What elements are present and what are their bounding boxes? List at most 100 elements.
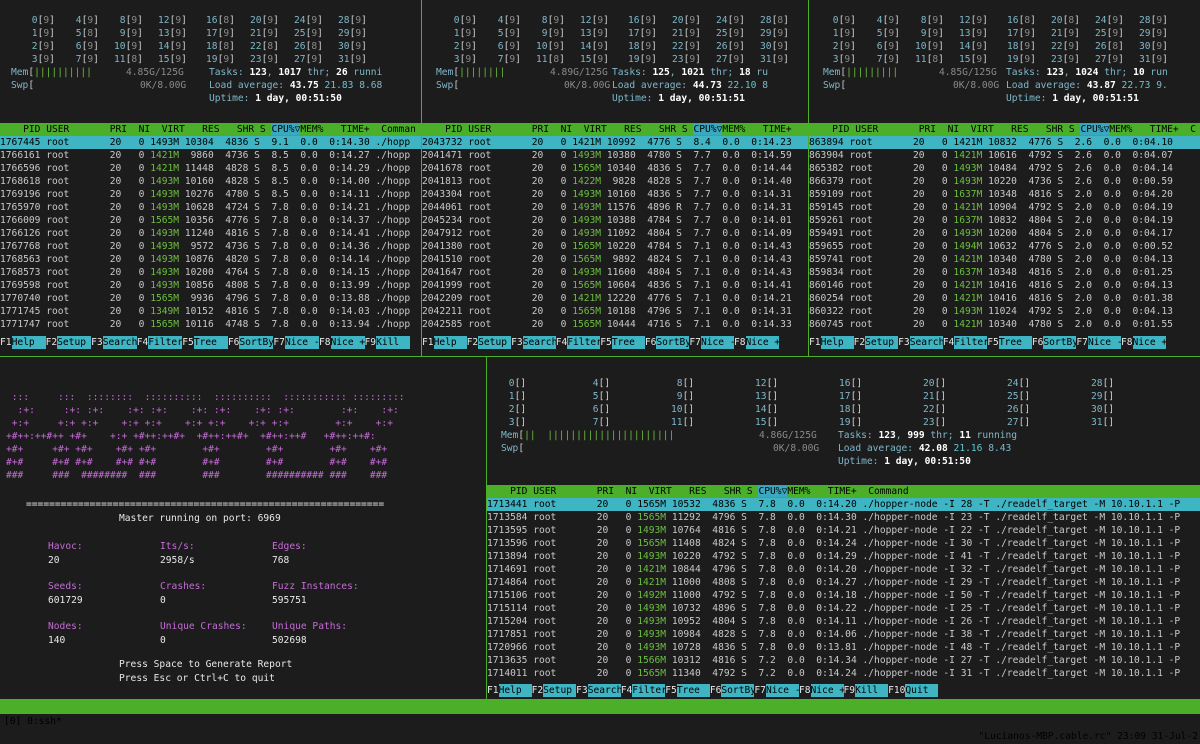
process-row[interactable]: 1766596 root 20 0 1421M 11448 4828 S 8.5…: [0, 162, 421, 175]
fkey-f4[interactable]: F4Filter: [943, 336, 989, 349]
process-row[interactable]: 2041510 root 20 0 1565M 9892 4824 S 7.1 …: [422, 253, 808, 266]
process-row[interactable]: 859741 root 20 0 1421M 10340 4780 S 2.0 …: [809, 253, 1200, 266]
process-row[interactable]: 1713596 root 20 0 1565M 11408 4824 S 7.8…: [487, 537, 1200, 550]
fkey-f4[interactable]: F4Filter: [137, 336, 183, 349]
process-row[interactable]: 1767768 root 20 0 1493M 9572 4736 S 7.8 …: [0, 240, 421, 253]
process-row[interactable]: 1766161 root 20 0 1421M 9860 4736 S 8.5 …: [0, 149, 421, 162]
process-row[interactable]: 1765970 root 20 0 1493M 10628 4724 S 7.8…: [0, 201, 421, 214]
tmux-window-list[interactable]: [0] 0:ssh*: [4, 716, 62, 727]
fkey-f3[interactable]: F3Search: [91, 336, 137, 349]
process-table-header[interactable]: PID USER PRI NI VIRT RES SHR S CPU%▽MEM%…: [422, 123, 808, 136]
process-row[interactable]: 1766126 root 20 0 1493M 11240 4816 S 7.8…: [0, 227, 421, 240]
fkey-f8[interactable]: F8Nice +: [799, 684, 845, 697]
process-table-header[interactable]: PID USER PRI NI VIRT RES SHR S CPU%▽MEM%…: [809, 123, 1200, 136]
process-row[interactable]: 2041678 root 20 0 1565M 10340 4836 S 7.7…: [422, 162, 808, 175]
process-row[interactable]: 2041380 root 20 0 1565M 10220 4784 S 7.1…: [422, 240, 808, 253]
process-row[interactable]: 863904 root 20 0 1421M 10616 4792 S 2.6 …: [809, 149, 1200, 162]
process-row[interactable]: 859655 root 20 0 1494M 10632 4776 S 2.0 …: [809, 240, 1200, 253]
process-row[interactable]: 1713894 root 20 0 1493M 10220 4792 S 7.8…: [487, 550, 1200, 563]
process-row[interactable]: 860254 root 20 0 1421M 10416 4816 S 2.0 …: [809, 292, 1200, 305]
process-row[interactable]: 2044061 root 20 0 1493M 11576 4896 R 7.7…: [422, 201, 808, 214]
process-row[interactable]: 1713441 root 20 0 1565M 10532 4836 S 7.8…: [487, 498, 1200, 511]
fkey-f7[interactable]: F7Nice -: [1076, 336, 1123, 349]
fkey-f5[interactable]: F5Tree: [987, 336, 1032, 349]
fkey-f1[interactable]: F1Help: [487, 684, 532, 697]
fkey-f6[interactable]: F6SortBy: [1032, 336, 1078, 349]
process-row[interactable]: 859491 root 20 0 1493M 10200 4804 S 2.0 …: [809, 227, 1200, 240]
header-cpu-sorted[interactable]: CPU%▽: [271, 124, 301, 135]
fkey-f7[interactable]: F7Nice -: [754, 684, 801, 697]
process-row[interactable]: 2041471 root 20 0 1493M 10380 4780 S 7.7…: [422, 149, 808, 162]
fkey-f1[interactable]: F1Help: [809, 336, 854, 349]
process-row[interactable]: 860322 root 20 0 1493M 11024 4792 S 2.0 …: [809, 305, 1200, 318]
fkey-f2[interactable]: F2Setup: [854, 336, 899, 349]
fkey-f8[interactable]: F8Nice +: [1121, 336, 1167, 349]
process-table-header[interactable]: PID USER PRI NI VIRT RES SHR S CPU%▽MEM%…: [0, 123, 421, 136]
process-row[interactable]: 2042209 root 20 0 1421M 12220 4776 S 7.1…: [422, 292, 808, 305]
fkey-f4[interactable]: F4Filter: [556, 336, 602, 349]
process-row[interactable]: 1715204 root 20 0 1493M 10952 4804 S 7.8…: [487, 615, 1200, 628]
process-row[interactable]: 1770740 root 20 0 1565M 9936 4796 S 7.8 …: [0, 292, 421, 305]
fkey-f4[interactable]: F4Filter: [621, 684, 667, 697]
process-row[interactable]: 860745 root 20 0 1421M 10340 4780 S 2.0 …: [809, 318, 1200, 331]
process-row[interactable]: 863894 root 20 0 1421M 10832 4776 S 2.6 …: [809, 136, 1200, 149]
process-row[interactable]: 2042585 root 20 0 1565M 10444 4716 S 7.1…: [422, 318, 808, 331]
process-row[interactable]: 1714691 root 20 0 1421M 10844 4796 S 7.8…: [487, 563, 1200, 576]
fkey-f7[interactable]: F7Nice -: [689, 336, 736, 349]
fkey-f8[interactable]: F8Nice +: [734, 336, 780, 349]
process-row[interactable]: 1713584 root 20 0 1565M 11292 4796 S 7.8…: [487, 511, 1200, 524]
fkey-f3[interactable]: F3Search: [511, 336, 557, 349]
fkey-f6[interactable]: F6SortBy: [228, 336, 274, 349]
fkey-f1[interactable]: F1Help: [422, 336, 467, 349]
fkey-f5[interactable]: F5Tree: [665, 684, 710, 697]
process-row[interactable]: 860146 root 20 0 1421M 10416 4816 S 2.0 …: [809, 279, 1200, 292]
process-row[interactable]: 1714864 root 20 0 1421M 11000 4808 S 7.8…: [487, 576, 1200, 589]
fkey-f5[interactable]: F5Tree: [600, 336, 645, 349]
process-row[interactable]: 1715114 root 20 0 1493M 10732 4896 S 7.8…: [487, 602, 1200, 615]
process-row[interactable]: 859261 root 20 0 1637M 10832 4804 S 2.0 …: [809, 214, 1200, 227]
process-row[interactable]: 1715106 root 20 0 1492M 11000 4792 S 7.8…: [487, 589, 1200, 602]
process-row[interactable]: 2045234 root 20 0 1493M 10388 4784 S 7.7…: [422, 214, 808, 227]
fkey-f3[interactable]: F3Search: [898, 336, 944, 349]
fkey-f7[interactable]: F7Nice -: [273, 336, 320, 349]
htop-pane-3[interactable]: 0[9] 4[9] 8[9] 12[9] 16[8] 20[8] 24[9] 28[9] …: [809, 0, 1200, 356]
process-row[interactable]: 2047912 root 20 0 1493M 11092 4804 S 7.7…: [422, 227, 808, 240]
fkey-f2[interactable]: F2Setup: [467, 336, 512, 349]
htop-pane-4[interactable]: 0[] 4[] 8[] 12[] 16[] 20[] 24[] 28[] 1[] 5[] …: [487, 357, 1200, 699]
process-row[interactable]: 2041999 root 20 0 1565M 10604 4836 S 7.1…: [422, 279, 808, 292]
process-row[interactable]: 1768618 root 20 0 1493M 10160 4828 S 8.5…: [0, 175, 421, 188]
process-row[interactable]: 1714011 root 20 0 1565M 11340 4792 S 7.2…: [487, 667, 1200, 680]
process-row[interactable]: 2042211 root 20 0 1565M 10188 4796 S 7.1…: [422, 305, 808, 318]
header-cpu-sorted[interactable]: CPU%▽: [693, 124, 723, 135]
process-row[interactable]: 1768573 root 20 0 1493M 10200 4764 S 7.8…: [0, 266, 421, 279]
process-row[interactable]: 859109 root 20 0 1637M 10348 4816 S 2.0 …: [809, 188, 1200, 201]
fkey-f6[interactable]: F6SortBy: [710, 684, 756, 697]
process-row[interactable]: 1771747 root 20 0 1565M 10116 4748 S 7.8…: [0, 318, 421, 331]
process-row[interactable]: 1767445 root 20 0 1493M 10304 4836 S 9.1…: [0, 136, 421, 149]
process-row[interactable]: 1720966 root 20 0 1493M 10728 4836 S 7.8…: [487, 641, 1200, 654]
process-row[interactable]: 1771745 root 20 0 1349M 10152 4816 S 7.8…: [0, 305, 421, 318]
process-row[interactable]: 2043732 root 20 0 1421M 10992 4776 S 8.4…: [422, 136, 808, 149]
fkey-f8[interactable]: F8Nice +: [319, 336, 365, 349]
process-row[interactable]: 1713595 root 20 0 1493M 10764 4816 S 7.8…: [487, 524, 1200, 537]
process-row[interactable]: 2041647 root 20 0 1493M 11600 4804 S 7.1…: [422, 266, 808, 279]
fkey-f9[interactable]: F9Kill: [844, 684, 889, 697]
process-row[interactable]: 1769598 root 20 0 1493M 10856 4808 S 7.8…: [0, 279, 421, 292]
process-row[interactable]: 1717851 root 20 0 1493M 10984 4828 S 7.8…: [487, 628, 1200, 641]
header-cpu-sorted[interactable]: CPU%▽: [758, 486, 788, 497]
process-row[interactable]: 1768563 root 20 0 1493M 10876 4820 S 7.8…: [0, 253, 421, 266]
process-row[interactable]: 859145 root 20 0 1421M 10904 4792 S 2.0 …: [809, 201, 1200, 214]
process-row[interactable]: 1769196 root 20 0 1493M 10276 4780 S 8.5…: [0, 188, 421, 201]
process-row[interactable]: 2041813 root 20 0 1422M 9828 4828 S 7.7 …: [422, 175, 808, 188]
fkey-f9[interactable]: F9Kill: [365, 336, 411, 349]
htop-pane-2[interactable]: 0[9] 4[9] 8[9] 12[9] 16[9] 20[9] 24[9] 28[8] …: [422, 0, 808, 356]
fkey-f10[interactable]: F10Quit: [888, 684, 939, 697]
process-row[interactable]: 865382 root 20 0 1493M 10484 4792 S 2.6 …: [809, 162, 1200, 175]
process-row[interactable]: 1766009 root 20 0 1565M 10356 4776 S 7.8…: [0, 214, 421, 227]
fkey-f2[interactable]: F2Setup: [46, 336, 92, 349]
fkey-f3[interactable]: F3Search: [576, 684, 622, 697]
fkey-f2[interactable]: F2Setup: [532, 684, 577, 697]
fkey-f6[interactable]: F6SortBy: [645, 336, 691, 349]
process-row[interactable]: 1713635 root 20 0 1566M 10312 4816 S 7.2…: [487, 654, 1200, 667]
process-row[interactable]: 866379 root 20 0 1493M 10220 4736 S 2.6 …: [809, 175, 1200, 188]
